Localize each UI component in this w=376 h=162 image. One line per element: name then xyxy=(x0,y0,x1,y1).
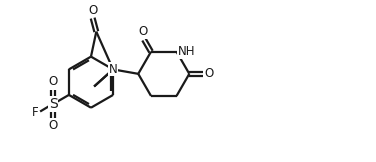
Text: O: O xyxy=(49,119,58,133)
Text: O: O xyxy=(88,4,97,17)
Text: NH: NH xyxy=(177,45,195,58)
Text: O: O xyxy=(138,25,148,38)
Text: S: S xyxy=(49,97,58,111)
Text: N: N xyxy=(109,63,117,76)
Text: O: O xyxy=(205,67,214,80)
Text: O: O xyxy=(49,75,58,88)
Text: F: F xyxy=(32,106,39,119)
